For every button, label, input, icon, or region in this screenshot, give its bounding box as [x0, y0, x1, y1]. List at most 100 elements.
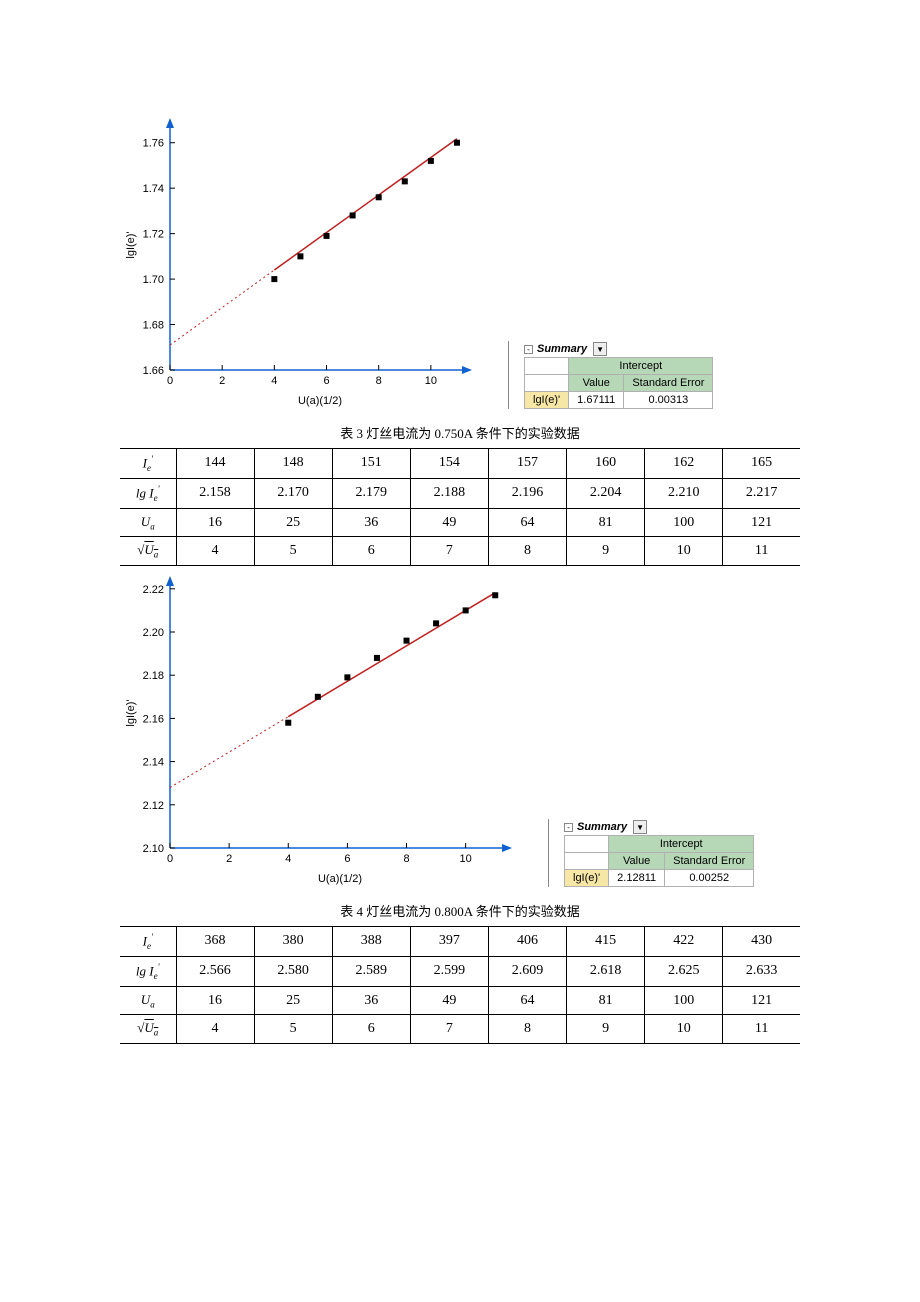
- chart2-summary: - Summary ▼ Intercept ValueStandard Erro…: [540, 819, 754, 887]
- table-cell: 5: [254, 1015, 332, 1044]
- table-cell: 9: [567, 537, 645, 566]
- summary-title: Summary: [577, 821, 627, 833]
- summary-col1: Value: [569, 375, 624, 392]
- table-cell: 151: [332, 449, 410, 479]
- svg-text:1.66: 1.66: [143, 365, 164, 377]
- svg-text:2.16: 2.16: [143, 713, 164, 725]
- svg-text:lgI(e)': lgI(e)': [125, 231, 137, 258]
- chart2-summary-table: Intercept ValueStandard Error lgI(e)'2.1…: [564, 835, 754, 887]
- table-cell: 2.179: [332, 478, 410, 508]
- table-cell: 430: [723, 927, 800, 957]
- table-cell: 11: [723, 1015, 800, 1044]
- row-header: Ua: [120, 986, 176, 1015]
- svg-text:1.72: 1.72: [143, 229, 164, 241]
- table-cell: 154: [410, 449, 488, 479]
- svg-text:2.20: 2.20: [143, 627, 164, 639]
- tree-toggle-icon: -: [564, 823, 573, 832]
- dropdown-icon: ▼: [633, 820, 647, 834]
- table-cell: 2.580: [254, 956, 332, 986]
- svg-text:1.76: 1.76: [143, 138, 164, 150]
- table-cell: 8: [488, 1015, 566, 1044]
- row-header: Ie': [120, 927, 176, 957]
- summary-hdr: Intercept: [609, 836, 754, 853]
- table-cell: 2.204: [567, 478, 645, 508]
- table3: Ie'144148151154157160162165lg Ie'2.1582.…: [120, 448, 800, 566]
- summary-col2: Standard Error: [624, 375, 713, 392]
- table-cell: 5: [254, 537, 332, 566]
- table-cell: 2.625: [645, 956, 723, 986]
- svg-text:0: 0: [167, 853, 173, 865]
- summary-col2: Standard Error: [665, 853, 754, 870]
- table-cell: 36: [332, 508, 410, 537]
- table-cell: 2.188: [410, 478, 488, 508]
- summary-value: 1.67111: [569, 392, 624, 409]
- table-cell: 49: [410, 508, 488, 537]
- table-cell: 7: [410, 1015, 488, 1044]
- table-cell: 100: [645, 508, 723, 537]
- svg-text:U(a)(1/2): U(a)(1/2): [298, 395, 342, 407]
- table-cell: 2.618: [567, 956, 645, 986]
- svg-text:2.10: 2.10: [143, 843, 164, 855]
- row-header: √Ua: [120, 1015, 176, 1044]
- summary-value: 2.12811: [609, 870, 665, 887]
- row-header: lg Ie': [120, 478, 176, 508]
- summary-hdr: Intercept: [569, 358, 713, 375]
- svg-text:2: 2: [219, 375, 225, 387]
- table-cell: 8: [488, 537, 566, 566]
- table-cell: 422: [645, 927, 723, 957]
- table-cell: 144: [176, 449, 254, 479]
- table-cell: 2.217: [723, 478, 800, 508]
- table-cell: 10: [645, 1015, 723, 1044]
- chart1-summary: - Summary ▼ Intercept ValueStandard Erro…: [500, 341, 713, 409]
- chart1: 0 2 4 6 8 10 1.66 1.68 1.70 1.72 1.74 1.76 U(a)(1/2)…: [120, 110, 480, 415]
- svg-text:8: 8: [403, 853, 409, 865]
- summary-rowlabel: lgI(e)': [525, 392, 569, 409]
- svg-text:4: 4: [285, 853, 291, 865]
- svg-text:8: 8: [376, 375, 382, 387]
- table4: Ie'368380388397406415422430lg Ie'2.5662.…: [120, 926, 800, 1044]
- table-cell: 121: [723, 986, 800, 1015]
- svg-text:10: 10: [425, 375, 437, 387]
- table-cell: 157: [488, 449, 566, 479]
- svg-text:4: 4: [271, 375, 277, 387]
- svg-text:lgI(e)': lgI(e)': [125, 699, 137, 726]
- svg-text:2: 2: [226, 853, 232, 865]
- svg-text:1.74: 1.74: [143, 183, 164, 195]
- table-cell: 397: [410, 927, 488, 957]
- table-cell: 64: [488, 508, 566, 537]
- summary-col1: Value: [609, 853, 665, 870]
- svg-text:6: 6: [344, 853, 350, 865]
- svg-text:2.18: 2.18: [143, 670, 164, 682]
- row-header: √Ua: [120, 537, 176, 566]
- svg-text:1.68: 1.68: [143, 320, 164, 332]
- table-cell: 415: [567, 927, 645, 957]
- table-cell: 6: [332, 537, 410, 566]
- table-cell: 81: [567, 986, 645, 1015]
- table-cell: 11: [723, 537, 800, 566]
- table-cell: 2.566: [176, 956, 254, 986]
- tree-toggle-icon: -: [524, 345, 533, 354]
- chart1-summary-table: Intercept ValueStandard Error lgI(e)'1.6…: [524, 357, 713, 409]
- row-header: Ua: [120, 508, 176, 537]
- svg-text:2.14: 2.14: [143, 757, 164, 769]
- table-cell: 160: [567, 449, 645, 479]
- svg-text:6: 6: [323, 375, 329, 387]
- table-cell: 2.633: [723, 956, 800, 986]
- svg-text:1.70: 1.70: [143, 274, 164, 286]
- table-cell: 81: [567, 508, 645, 537]
- table-cell: 25: [254, 986, 332, 1015]
- svg-text:10: 10: [460, 853, 472, 865]
- table-cell: 380: [254, 927, 332, 957]
- summary-stderr: 0.00313: [624, 392, 713, 409]
- table-cell: 406: [488, 927, 566, 957]
- table4-caption: 表 4 灯丝电流为 0.800A 条件下的实验数据: [120, 901, 800, 920]
- svg-text:2.22: 2.22: [143, 584, 164, 596]
- table-cell: 16: [176, 986, 254, 1015]
- svg-text:0: 0: [167, 375, 173, 387]
- table-cell: 4: [176, 1015, 254, 1044]
- table-cell: 2.210: [645, 478, 723, 508]
- table-cell: 25: [254, 508, 332, 537]
- table-cell: 16: [176, 508, 254, 537]
- page: 02468101.661.681.701.721.741.76U(a)(1/2)…: [0, 0, 920, 1264]
- summary-rowlabel: lgI(e)': [565, 870, 609, 887]
